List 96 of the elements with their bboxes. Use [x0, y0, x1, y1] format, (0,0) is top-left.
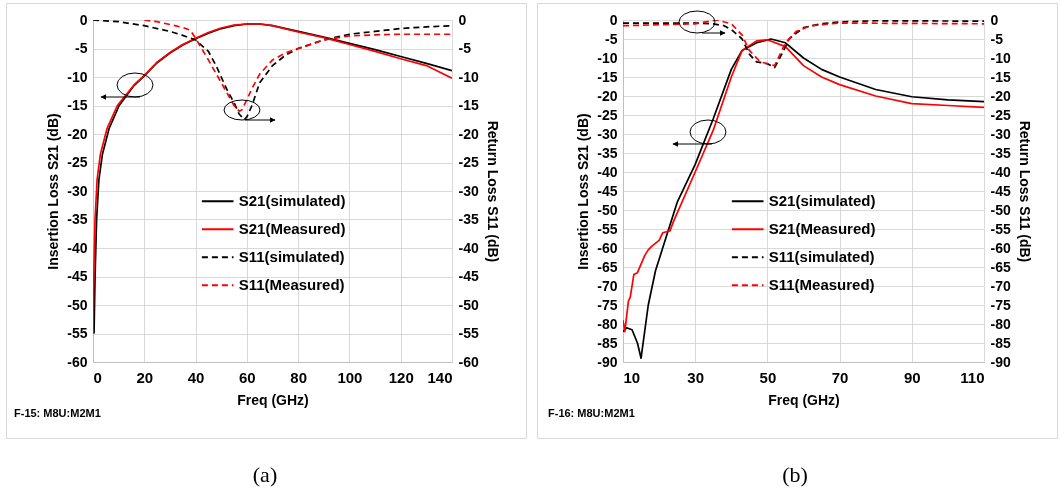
- x-tick-label: 80: [290, 368, 307, 386]
- x-tick-label: 0: [93, 368, 102, 386]
- y-tick-label: -5: [605, 30, 618, 47]
- x-axis-title: Freq (GHz): [768, 391, 840, 408]
- y-tick-label: -60: [597, 239, 618, 256]
- y-tick-label: -15: [597, 68, 618, 85]
- legend-label: S11(simulated): [238, 248, 345, 266]
- y-tick-label: -70: [597, 277, 618, 294]
- y2-tick-label: -35: [458, 211, 479, 227]
- text: F-15: M8U:M2M1: [14, 407, 101, 419]
- y2-tick-label: -35: [990, 144, 1011, 161]
- x-tick-label: 70: [831, 368, 849, 386]
- legend-label: S11(simulated): [768, 248, 875, 266]
- y2-tick-label: -30: [990, 125, 1011, 142]
- legend-label: S11(Measured): [768, 276, 875, 294]
- y2-tick-label: 0: [990, 11, 999, 28]
- y-axis-title: Insertion Loss S21 (dB): [575, 113, 592, 270]
- y2-tick-label: -85: [990, 334, 1011, 351]
- x-axis-title: Freq (GHz): [237, 391, 309, 408]
- text: F-16: M8U:M2M1: [548, 407, 635, 419]
- y2-tick-label: -55: [458, 325, 479, 341]
- y-tick-label: -5: [75, 40, 88, 56]
- y-tick-label: -55: [597, 220, 618, 237]
- y2-tick-label: -15: [458, 97, 479, 113]
- y2-tick-label: -30: [458, 182, 479, 199]
- y2-tick-label: -20: [990, 87, 1011, 104]
- y-tick-label: -60: [67, 353, 88, 370]
- y-tick-label: -10: [67, 68, 88, 85]
- text: (a): [252, 462, 278, 488]
- y2-tick-label: -75: [990, 296, 1011, 313]
- y2-tick-label: -50: [458, 296, 479, 313]
- x-tick-label: 110: [960, 368, 985, 386]
- y2-tick-label: -55: [990, 220, 1011, 237]
- y2-tick-label: -60: [990, 239, 1011, 256]
- legend-label: S21(simulated): [768, 192, 876, 210]
- y-tick-label: 0: [79, 11, 88, 28]
- y-tick-label: -15: [67, 97, 88, 113]
- y2-tick-label: -5: [458, 40, 472, 56]
- x-tick-label: 50: [759, 368, 777, 386]
- x-tick-label: 10: [623, 368, 641, 386]
- x-tick-label: 90: [903, 368, 921, 386]
- y2-tick-label: -25: [458, 154, 479, 170]
- y-tick-label: -10: [597, 49, 618, 66]
- x-tick-label: 100: [337, 368, 363, 386]
- y2-axis-title: Return Loss S11 (dB): [1016, 120, 1033, 263]
- y-tick-label: -50: [67, 296, 88, 313]
- y-tick-label: -40: [67, 239, 88, 256]
- y-tick-label: -65: [597, 258, 618, 275]
- y-tick-label: -85: [597, 334, 618, 351]
- text: (b): [782, 462, 808, 488]
- y-tick-label: -35: [67, 211, 88, 227]
- x-tick-label: 140: [427, 368, 453, 386]
- y-tick-label: -30: [597, 125, 618, 142]
- y-axis-title: Insertion Loss S21 (dB): [45, 113, 62, 270]
- y-tick-label: -20: [597, 87, 618, 104]
- y2-tick-label: -25: [990, 106, 1011, 123]
- y-tick-label: -75: [597, 296, 618, 313]
- y-tick-label: -90: [597, 353, 618, 370]
- y-tick-label: -50: [597, 201, 618, 218]
- y2-tick-label: -60: [458, 353, 479, 370]
- y-tick-label: -25: [67, 154, 88, 170]
- y2-tick-label: -10: [458, 68, 479, 85]
- y-tick-label: -20: [67, 125, 88, 142]
- y2-axis-title: Return Loss S11 (dB): [484, 120, 501, 263]
- y2-tick-label: -80: [990, 315, 1011, 332]
- y2-tick-label: -15: [990, 68, 1011, 85]
- y-tick-label: -45: [597, 182, 618, 199]
- y2-tick-label: -40: [458, 239, 479, 256]
- y2-tick-label: -70: [990, 277, 1011, 294]
- x-tick-label: 60: [239, 368, 256, 386]
- x-tick-label: 40: [187, 368, 205, 386]
- y2-tick-label: -45: [458, 268, 479, 284]
- y-tick-label: -80: [597, 315, 618, 332]
- legend-label: S21(Measured): [238, 220, 346, 238]
- y-tick-label: -25: [597, 106, 618, 123]
- y2-tick-label: 0: [458, 11, 467, 28]
- x-tick-label: 20: [136, 368, 154, 386]
- y2-tick-label: -5: [990, 30, 1004, 47]
- legend-label: S21(Measured): [768, 220, 876, 238]
- y2-tick-label: -40: [990, 163, 1011, 180]
- y-tick-label: -45: [67, 268, 88, 284]
- y-tick-label: -30: [67, 182, 88, 199]
- y2-tick-label: -10: [990, 49, 1011, 66]
- y2-tick-label: -20: [458, 125, 479, 142]
- legend-label: S11(Measured): [238, 276, 345, 294]
- y-tick-label: -55: [67, 325, 88, 341]
- y-tick-label: -35: [597, 144, 618, 161]
- y-tick-label: 0: [609, 11, 618, 28]
- y2-tick-label: -90: [990, 353, 1011, 370]
- x-tick-label: 120: [388, 368, 414, 386]
- y2-tick-label: -45: [990, 182, 1011, 199]
- y2-tick-label: -65: [990, 258, 1011, 275]
- y-tick-label: -40: [597, 163, 618, 180]
- y2-tick-label: -50: [990, 201, 1011, 218]
- x-tick-label: 30: [687, 368, 705, 386]
- legend-label: S21(simulated): [238, 192, 346, 210]
